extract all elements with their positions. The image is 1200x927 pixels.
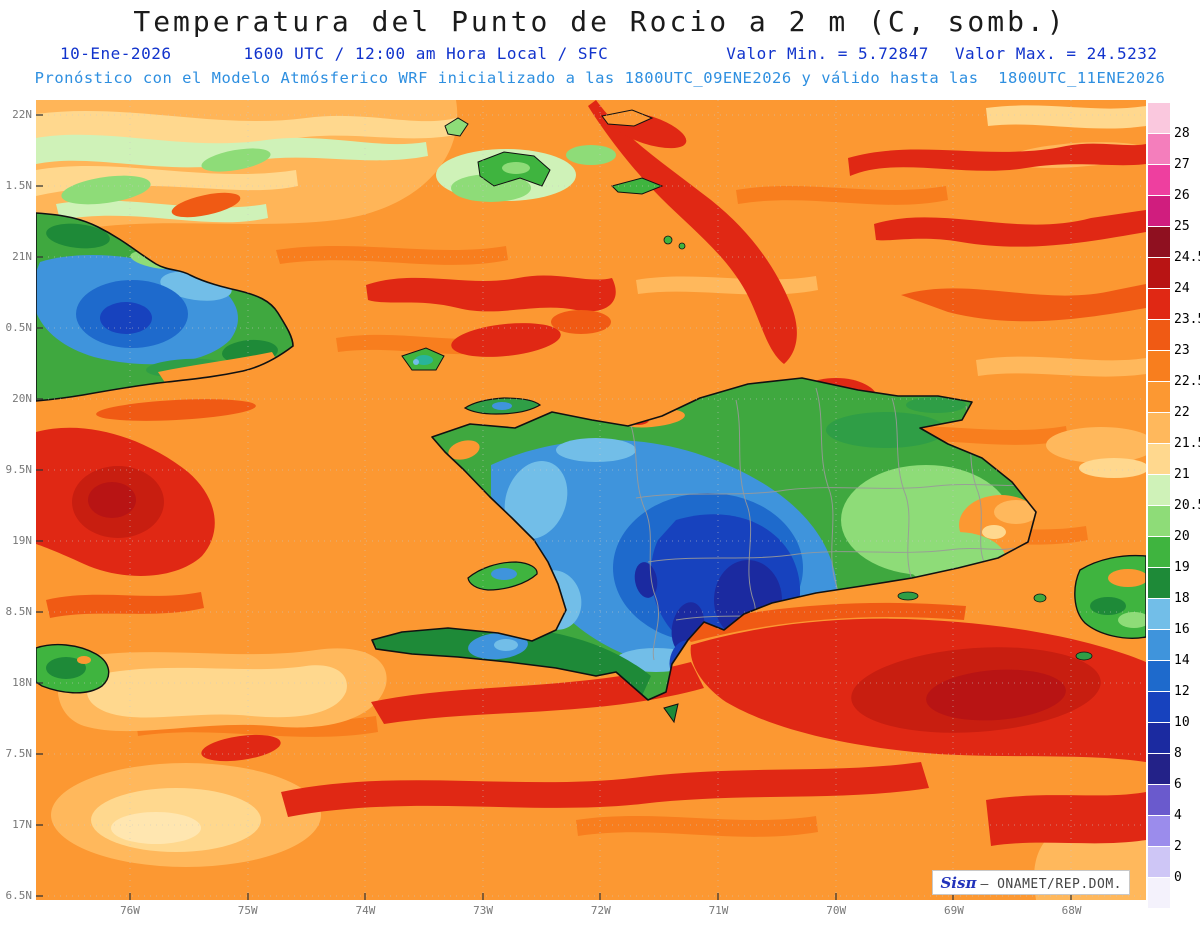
lon-tick-label: 73W [473, 904, 494, 917]
lon-tick-label: 68W [1061, 904, 1082, 917]
colorbar-labels: 2827262524.52423.52322.52221.52120.52019… [1174, 0, 1200, 927]
value-min-label: Valor Min. = 5.72847 [726, 44, 929, 63]
colorbar-segment [1148, 847, 1170, 877]
colorbar-segment [1148, 785, 1170, 815]
lon-tick-label: 69W [943, 904, 964, 917]
colorbar-tick-label: 24 [1174, 281, 1190, 296]
colorbar-segment [1148, 475, 1170, 505]
lat-tick-label: 0.5N [5, 321, 33, 334]
lon-tick-label: 70W [826, 904, 847, 917]
puerto-rico-fills [1090, 569, 1146, 628]
lon-tick-label: 74W [355, 904, 376, 917]
lat-tick-label: 21N [12, 250, 32, 263]
lat-tick-label: 17N [12, 818, 32, 831]
colorbar-segment [1148, 382, 1170, 412]
colorbar-segment [1148, 661, 1170, 691]
colorbar-segment [1148, 692, 1170, 722]
colorbar-tick-label: 4 [1174, 808, 1182, 823]
colorbar-segment [1148, 289, 1170, 319]
colorbar-segment [1148, 413, 1170, 443]
lat-tick-label: 22N [12, 108, 32, 121]
colorbar-tick-label: 14 [1174, 653, 1190, 668]
colorbar-segment [1148, 878, 1170, 908]
colorbar-segment [1148, 506, 1170, 536]
value-max-label: Valor Max. = 24.5232 [954, 44, 1158, 63]
watermark-text: — ONAMET/REP.DOM. [980, 877, 1122, 892]
forecast-meta-line: 10-Ene-2026 1600 UTC / 12:00 am Hora Loca… [60, 44, 1158, 63]
lon-tick-label: 71W [708, 904, 729, 917]
forecast-time: 1600 UTC / 12:00 am Hora Local / SFC [243, 44, 609, 63]
page-title: Temperatura del Punto de Rocio a 2 m (C,… [133, 5, 1067, 38]
lat-tick-label: 6.5N [5, 889, 33, 902]
colorbar-segment [1148, 134, 1170, 164]
colorbar-tick-label: 21.5 [1174, 436, 1200, 451]
colorbar-segment [1148, 754, 1170, 784]
lat-tick-label: 1.5N [5, 179, 33, 192]
colorbar-tick-label: 22 [1174, 405, 1190, 420]
model-info-line: Pronóstico con el Modelo Atmósferico WRF… [34, 69, 1166, 87]
colorbar-segment [1148, 165, 1170, 195]
colorbar-tick-label: 16 [1174, 622, 1190, 637]
colorbar-segment [1148, 630, 1170, 660]
lon-tick-label: 72W [590, 904, 611, 917]
lon-tick-label: 76W [120, 904, 140, 917]
colorbar-tick-label: 23.5 [1174, 312, 1200, 327]
colorbar-tick-label: 20.5 [1174, 498, 1200, 513]
colorbar-tick-label: 12 [1174, 684, 1190, 699]
colorbar-segment [1148, 444, 1170, 474]
contour-map-svg [36, 100, 1146, 900]
colorbar-tick-label: 10 [1174, 715, 1190, 730]
colorbar-tick-label: 8 [1174, 746, 1182, 761]
axis-ticks [36, 114, 1072, 900]
colorbar-tick-label: 18 [1174, 591, 1190, 606]
lat-tick-label: 20N [12, 392, 32, 405]
lat-tick-label: 7.5N [5, 747, 33, 760]
colorbar-segment [1148, 599, 1170, 629]
colorbar-tick-label: 20 [1174, 529, 1190, 544]
map-canvas: Sisπ — ONAMET/REP.DOM. [36, 100, 1146, 900]
colorbar-segment [1148, 568, 1170, 598]
colorbar-segment [1148, 227, 1170, 257]
colorbar-segment [1148, 537, 1170, 567]
lon-tick-label: 75W [237, 904, 258, 917]
colorbar-segment [1148, 351, 1170, 381]
colorbar-tick-label: 25 [1174, 219, 1190, 234]
colorbar-tick-label: 2 [1174, 839, 1182, 854]
colorbar-tick-label: 24.5 [1174, 250, 1200, 265]
watermark: Sisπ — ONAMET/REP.DOM. [932, 870, 1130, 895]
cuba-fills [36, 223, 278, 384]
colorbar-segment [1148, 258, 1170, 288]
colorbar-tick-label: 0 [1174, 870, 1182, 885]
forecast-date: 10-Ene-2026 [60, 44, 172, 63]
colorbar-segment [1148, 816, 1170, 846]
colorbar-tick-label: 22.5 [1174, 374, 1200, 389]
lat-tick-label: 18N [12, 676, 32, 689]
colorbar-tick-label: 26 [1174, 188, 1190, 203]
colorbar-tick-label: 28 [1174, 126, 1190, 141]
colorbar-segment [1148, 320, 1170, 350]
lat-tick-label: 9.5N [5, 463, 33, 476]
province-borders [629, 387, 1027, 661]
lat-tick-label: 19N [12, 534, 32, 547]
lat-axis: 22N 1.5N 21N 0.5N 20N 9.5N 19N 8.5N 18N 7.5N 17N 6.… [0, 0, 34, 927]
colorbar-segment [1148, 723, 1170, 753]
colorbar-tick-label: 6 [1174, 777, 1182, 792]
sispi-logo: Sisπ [940, 874, 977, 892]
colorbar-segment [1148, 196, 1170, 226]
colorbar-segment [1148, 103, 1170, 133]
warm-red-streaks [36, 100, 1146, 846]
colorbar [1148, 103, 1170, 908]
colorbar-tick-label: 19 [1174, 560, 1190, 575]
colorbar-tick-label: 27 [1174, 157, 1190, 172]
colorbar-tick-label: 23 [1174, 343, 1190, 358]
colorbar-tick-label: 21 [1174, 467, 1190, 482]
lat-tick-label: 8.5N [5, 605, 33, 618]
